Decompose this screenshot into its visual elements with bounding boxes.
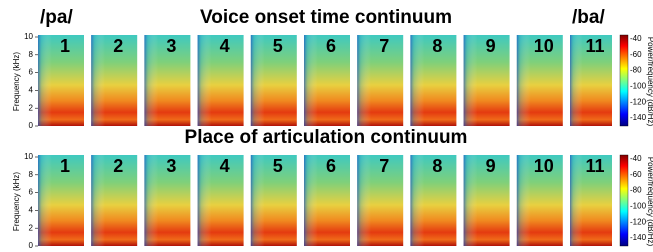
step-number: 4 <box>220 36 230 56</box>
y-tick-label: 8 <box>29 170 34 179</box>
colorbar <box>620 35 628 126</box>
step-number: 7 <box>379 156 389 176</box>
y-tick-label: 2 <box>29 223 34 232</box>
y-tick-label: 2 <box>29 103 34 112</box>
step-number: 4 <box>220 156 230 176</box>
step-number: 1 <box>60 156 70 176</box>
step-number: 11 <box>585 36 604 56</box>
step-number: 7 <box>379 36 389 56</box>
colorbar <box>620 155 628 246</box>
step-number: 8 <box>432 36 442 56</box>
colorbar-label: Power/frequency (dB/Hz) <box>646 157 653 247</box>
y-axis-label: Frequency (kHz) <box>12 52 21 111</box>
y-tick-label: 10 <box>24 152 33 161</box>
colorbar-tick-label: -100 <box>630 202 647 211</box>
colorbar-tick-label: -100 <box>630 82 647 91</box>
colorbar-tick-label: -40 <box>630 154 642 163</box>
y-tick-label: 4 <box>29 86 34 95</box>
colorbar-tick-label: -140 <box>630 113 647 122</box>
colorbar-tick-label: -120 <box>630 97 647 106</box>
step-number: 9 <box>486 156 496 176</box>
panel-title: Voice onset time continuum <box>200 7 452 28</box>
step-number: 9 <box>486 36 496 56</box>
colorbar-tick-label: -80 <box>630 66 642 75</box>
colorbar-label: Power/frequency (dB/Hz) <box>646 37 653 127</box>
colorbar-tick-label: -80 <box>630 186 642 195</box>
step-number: 2 <box>113 156 123 176</box>
step-number: 3 <box>166 36 176 56</box>
right-label: /ba/ <box>572 7 605 28</box>
panel-title: Place of articulation continuum <box>185 127 468 148</box>
y-tick-label: 10 <box>24 32 33 41</box>
colorbar-tick-label: -60 <box>630 50 642 59</box>
step-number: 6 <box>326 156 336 176</box>
figure: Voice onset time continuum/pa/ /ba/Freque… <box>0 0 653 252</box>
y-tick-label: 6 <box>29 68 34 77</box>
step-number: 2 <box>113 36 123 56</box>
y-tick-label: 8 <box>29 50 34 59</box>
step-number: 5 <box>273 156 283 176</box>
step-number: 3 <box>166 156 176 176</box>
y-tick-label: 4 <box>29 206 34 215</box>
step-number: 5 <box>273 36 283 56</box>
step-number: 1 <box>60 36 70 56</box>
left-label: /pa/ <box>40 7 73 28</box>
y-axis-label: Frequency (kHz) <box>12 172 21 231</box>
y-tick-label: 0 <box>29 241 34 250</box>
step-number: 8 <box>432 156 442 176</box>
colorbar-tick-label: -40 <box>630 34 642 43</box>
step-number: 10 <box>534 156 554 176</box>
step-number: 6 <box>326 36 336 56</box>
colorbar-tick-label: -140 <box>630 233 647 242</box>
step-number: 11 <box>585 156 604 176</box>
step-number: 10 <box>534 36 554 56</box>
y-tick-label: 6 <box>29 188 34 197</box>
colorbar-tick-label: -120 <box>630 217 647 226</box>
colorbar-tick-label: -60 <box>630 170 642 179</box>
y-tick-label: 0 <box>29 121 34 130</box>
